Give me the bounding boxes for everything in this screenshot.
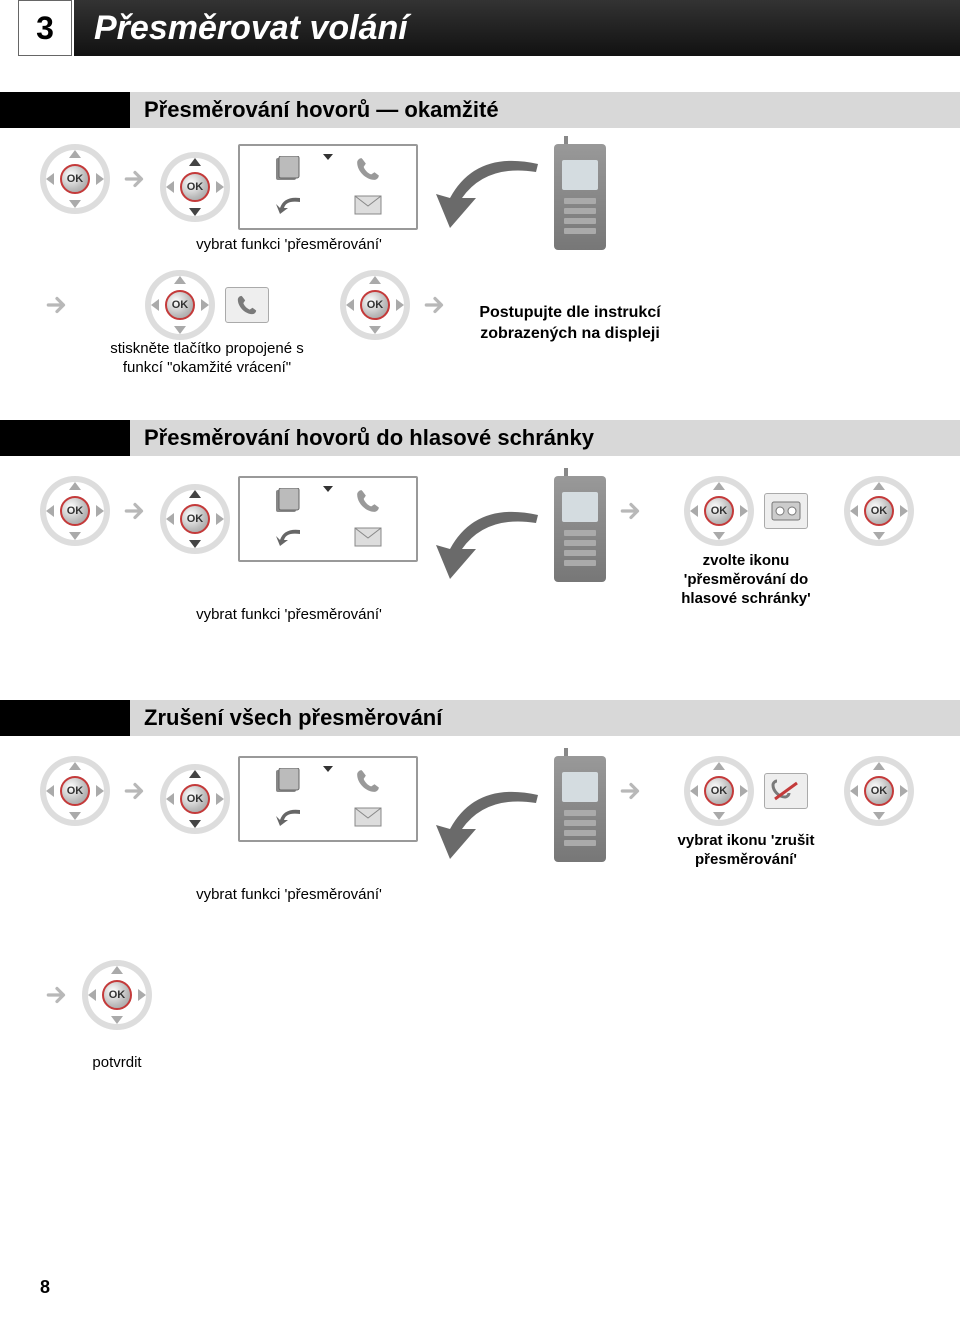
ok-button[interactable]: OK — [684, 756, 754, 826]
handset-icon — [329, 152, 406, 186]
s1-row-a: OK OK vybrat funkci 'přesměrování' — [0, 144, 960, 255]
ok-label: OK — [864, 776, 894, 806]
big-arrow-icon — [426, 785, 546, 875]
col-s3-screen: OK vybrat funkci 'přesměrování' — [160, 756, 418, 905]
caption-confirm: potvrdit — [92, 1054, 141, 1073]
col-cancel-icon: OK vybrat ikonu 'zrušit přesměrování' — [656, 756, 836, 870]
arrow-icon — [418, 270, 452, 340]
confirm-row: OK potvrdit — [0, 960, 960, 1073]
page-tab: 3 — [18, 0, 72, 56]
col-press-linked: OK stiskněte tlačítko propojené s funkcí… — [82, 270, 332, 378]
ok-button[interactable]: OK — [40, 144, 110, 214]
caption-select-forward: vybrat funkci 'přesměrování' — [196, 886, 382, 905]
contacts-icon — [250, 484, 327, 518]
arrow-icon — [118, 144, 152, 214]
caption-press-linked: stiskněte tlačítko propojené s funkcí "o… — [92, 340, 322, 378]
forward-icon — [250, 520, 327, 554]
title-bar: Přesměrovat volání — [74, 0, 960, 56]
ok-label: OK — [60, 164, 90, 194]
ok-button[interactable]: OK — [340, 270, 410, 340]
arrow-icon — [118, 476, 152, 546]
arrow-icon — [614, 476, 648, 546]
s2-row: OK OK vybrat funkci 'přesměrování' — [0, 476, 960, 625]
arrow-icon — [118, 756, 152, 826]
col-confirm: OK potvrdit — [82, 960, 152, 1073]
page-title: Přesměrovat volání — [94, 9, 408, 48]
caption-cancel: vybrat ikonu 'zrušit přesměrování' — [656, 832, 836, 870]
ok-button[interactable]: OK — [160, 764, 230, 834]
ok-button[interactable]: OK — [684, 476, 754, 546]
section-2: Přesměrování hovorů do hlasové schránky — [0, 420, 960, 456]
ok-label: OK — [864, 496, 894, 526]
section-3: Zrušení všech přesměrování — [0, 700, 960, 736]
col-vm-icon: OK zvolte ikonu 'přesměrování do hlasové… — [656, 476, 836, 608]
ok-label: OK — [360, 290, 390, 320]
handset-small-icon — [225, 287, 269, 323]
menu-screen — [238, 144, 418, 230]
section-1-title: Přesměrování hovorů — okamžité — [130, 92, 960, 128]
envelope-icon — [329, 800, 406, 834]
arrow-icon — [614, 756, 648, 826]
section-black-3 — [0, 700, 130, 736]
ok-button[interactable]: OK — [160, 484, 230, 554]
ok-button[interactable]: OK — [145, 270, 215, 340]
page-number: 8 — [40, 1277, 50, 1298]
col-s2-screen: OK vybrat funkci 'přesměrování' — [160, 476, 418, 625]
s3-row: OK OK vybrat funkci 'přesměrování' — [0, 756, 960, 905]
big-arrow-icon — [426, 154, 546, 244]
ok-label: OK — [102, 980, 132, 1010]
s1-row-b: OK stiskněte tlačítko propojené s funkcí… — [0, 270, 960, 378]
forward-icon — [250, 188, 327, 222]
ok-button[interactable]: OK — [40, 756, 110, 826]
forward-icon — [250, 800, 327, 834]
ok-button[interactable]: OK — [844, 756, 914, 826]
instruction-text: Postupujte dle instrukcí zobrazených na … — [460, 303, 680, 345]
contacts-icon — [250, 152, 327, 186]
arrow-icon — [40, 960, 74, 1030]
caption-select-forward: vybrat funkci 'přesměrování' — [196, 236, 382, 255]
ok-label: OK — [60, 776, 90, 806]
contacts-icon — [250, 764, 327, 798]
ok-button[interactable]: OK — [40, 476, 110, 546]
handset-icon — [329, 484, 406, 518]
envelope-icon — [329, 188, 406, 222]
ok-button[interactable]: OK — [844, 476, 914, 546]
section-black-1 — [0, 92, 130, 128]
menu-screen — [238, 476, 418, 562]
big-arrow-icon — [426, 505, 546, 595]
ok-label: OK — [60, 496, 90, 526]
caption-select-forward: vybrat funkci 'přesměrování' — [196, 606, 382, 625]
phone-device-icon — [554, 144, 606, 250]
section-black-2 — [0, 420, 130, 456]
ok-button[interactable]: OK — [82, 960, 152, 1030]
ok-label: OK — [180, 172, 210, 202]
col-ok-screen: OK vybrat funkci 'přesměrování' — [160, 144, 418, 255]
section-3-title: Zrušení všech přesměrování — [130, 700, 960, 736]
cancel-forward-icon — [764, 773, 808, 809]
caption-vm: zvolte ikonu 'přesměrování do hlasové sc… — [656, 552, 836, 608]
phone-device-icon — [554, 756, 606, 862]
phone-device-icon — [554, 476, 606, 582]
arrow-icon — [40, 270, 74, 340]
ok-label: OK — [704, 776, 734, 806]
handset-icon — [329, 764, 406, 798]
envelope-icon — [329, 520, 406, 554]
section-2-title: Přesměrování hovorů do hlasové schránky — [130, 420, 960, 456]
section-1: Přesměrování hovorů — okamžité — [0, 92, 960, 128]
ok-label: OK — [165, 290, 195, 320]
menu-screen — [238, 756, 418, 842]
cassette-icon — [764, 493, 808, 529]
page-tab-number: 3 — [36, 10, 54, 47]
ok-label: OK — [704, 496, 734, 526]
ok-label: OK — [180, 504, 210, 534]
ok-label: OK — [180, 784, 210, 814]
ok-button[interactable]: OK — [160, 152, 230, 222]
